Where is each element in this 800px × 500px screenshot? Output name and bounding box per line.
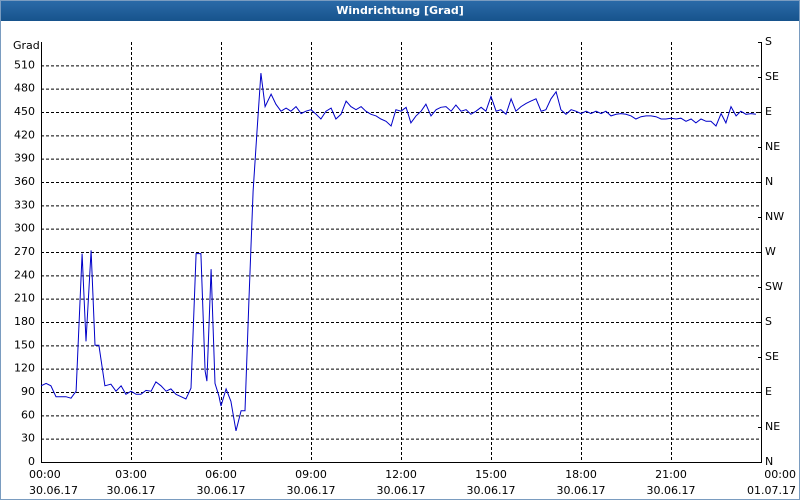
x-tick-date: 30.06.17 bbox=[29, 484, 78, 497]
y-tick-label: 450 bbox=[14, 105, 35, 118]
y-tick-label: 90 bbox=[21, 385, 35, 398]
x-tick-date: 30.06.17 bbox=[287, 484, 336, 497]
x-tick-label: 03:00 bbox=[115, 468, 147, 481]
x-tick-date: 30.06.17 bbox=[647, 484, 696, 497]
y-tick-label: 510 bbox=[14, 58, 35, 71]
y-tick-label: 270 bbox=[14, 245, 35, 258]
y-tick-label: 120 bbox=[14, 362, 35, 375]
y2-tick-label: E bbox=[765, 105, 772, 118]
y-tick-label: 0 bbox=[28, 455, 35, 468]
data-line bbox=[40, 73, 756, 432]
y-tick-label: 330 bbox=[14, 198, 35, 211]
x-tick-date: 01.07.17 bbox=[747, 484, 796, 497]
y2-tick-label: SE bbox=[765, 70, 779, 83]
y2-tick-label: N bbox=[765, 455, 773, 468]
y-tick-label: 360 bbox=[14, 175, 35, 188]
x-tick-label: 12:00 bbox=[385, 468, 417, 481]
y2-tick-label: SW bbox=[765, 280, 783, 293]
y2-tick-label: S bbox=[765, 315, 772, 328]
y-tick-label: 480 bbox=[14, 82, 35, 95]
y-tick-label: 180 bbox=[14, 315, 35, 328]
x-tick-date: 30.06.17 bbox=[467, 484, 516, 497]
y-tick-label: 150 bbox=[14, 338, 35, 351]
y-tick-label: 420 bbox=[14, 128, 35, 141]
title-bar: Windrichtung [Grad] bbox=[1, 1, 799, 21]
x-tick-date: 30.06.17 bbox=[107, 484, 156, 497]
y-tick-label: 60 bbox=[21, 408, 35, 421]
x-tick-label: 09:00 bbox=[295, 468, 327, 481]
x-tick-label: 18:00 bbox=[565, 468, 597, 481]
x-tick-date: 30.06.17 bbox=[377, 484, 426, 497]
y2-tick-label: E bbox=[765, 385, 772, 398]
y2-tick-label: NE bbox=[765, 420, 780, 433]
y2-tick-label: N bbox=[765, 175, 773, 188]
x-tick-label: 06:00 bbox=[205, 468, 237, 481]
x-tick-date: 30.06.17 bbox=[557, 484, 606, 497]
y-axis-label: Grad bbox=[13, 39, 40, 52]
y-tick-label: 210 bbox=[14, 292, 35, 305]
y-tick-label: 390 bbox=[14, 152, 35, 165]
y2-tick-label: W bbox=[765, 245, 776, 258]
chart: Grad 0 30 60 90 120 150 180 210 240 270 300 330 360 3… bbox=[13, 35, 796, 497]
y-tick-label: 300 bbox=[14, 222, 35, 235]
y-tick-label: 30 bbox=[21, 432, 35, 445]
x-tick-label: 00:00 bbox=[764, 468, 796, 481]
y2-tick-label: NE bbox=[765, 140, 780, 153]
x-tick-label: 00:00 bbox=[29, 468, 61, 481]
x-tick-date: 30.06.17 bbox=[197, 484, 246, 497]
y2-tick-label: SE bbox=[765, 350, 779, 363]
x-tick-label: 15:00 bbox=[475, 468, 507, 481]
y2-tick-label: NW bbox=[765, 210, 784, 223]
y2-tick-label: S bbox=[765, 35, 772, 48]
x-tick-label: 21:00 bbox=[655, 468, 687, 481]
y-tick-label: 240 bbox=[14, 268, 35, 281]
